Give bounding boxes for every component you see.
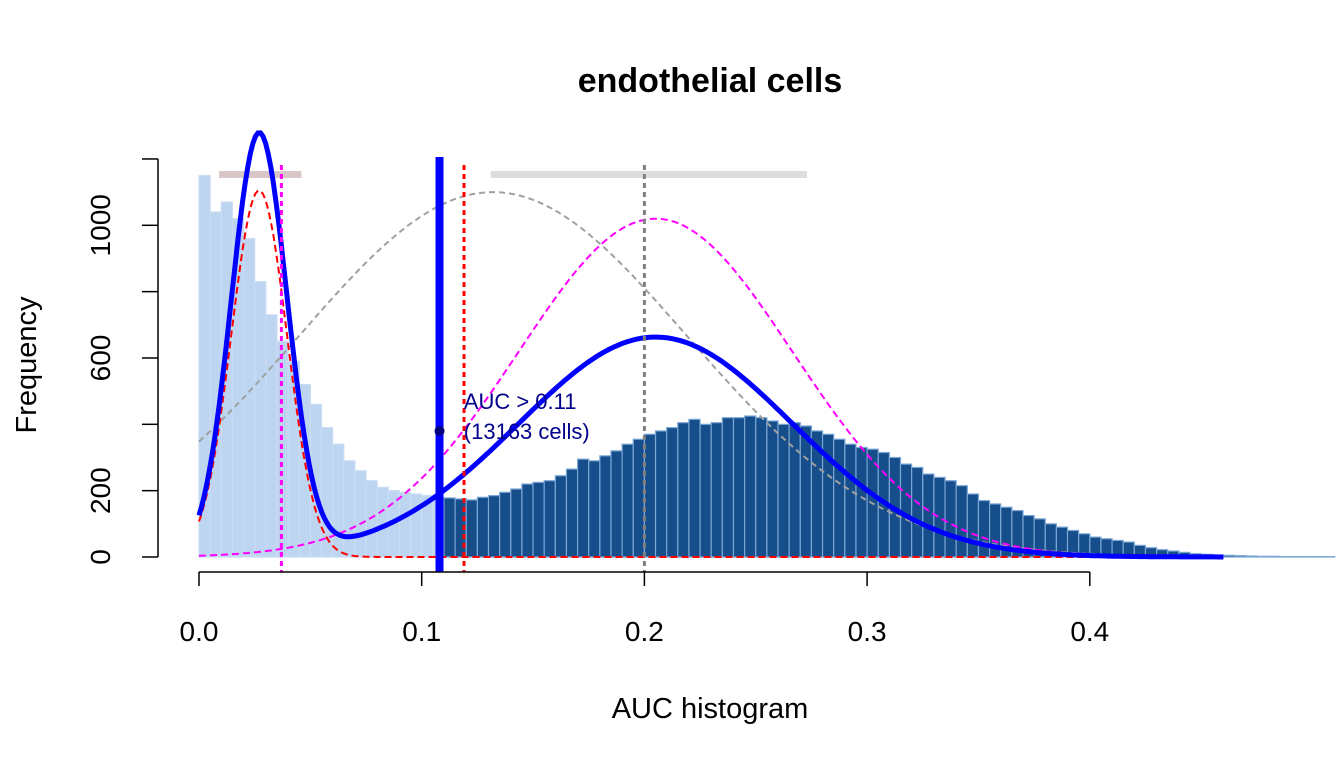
histogram-bar bbox=[755, 417, 768, 558]
chart-title: endothelial cells bbox=[578, 62, 843, 100]
histogram-bar bbox=[354, 470, 367, 558]
y-tick-label: 200 bbox=[85, 467, 116, 514]
annotation-line-1: AUC > 0.11 bbox=[464, 389, 577, 414]
histogram-bar bbox=[443, 497, 456, 558]
histogram-bar bbox=[643, 433, 657, 558]
histogram-bar bbox=[487, 495, 501, 558]
histogram-bar bbox=[732, 417, 746, 558]
histogram-bar bbox=[1233, 555, 1247, 558]
histogram-bar bbox=[610, 450, 623, 558]
histogram-bar bbox=[955, 485, 968, 558]
histogram-bar bbox=[766, 420, 779, 558]
histogram-bar bbox=[654, 430, 668, 558]
histogram-bar bbox=[398, 491, 412, 558]
histogram-bar bbox=[576, 458, 590, 558]
histogram-bar bbox=[922, 473, 935, 558]
histogram-bar bbox=[855, 446, 868, 558]
x-tick-label: 0.2 bbox=[625, 616, 664, 647]
histogram-bar bbox=[899, 463, 913, 558]
histogram-bar bbox=[565, 468, 579, 558]
histogram-bar bbox=[242, 237, 256, 558]
histogram-bar bbox=[911, 466, 924, 558]
x-tick-label: 0.1 bbox=[402, 616, 441, 647]
histogram-bar bbox=[332, 443, 345, 558]
histogram-bar bbox=[844, 443, 857, 558]
histogram-bar bbox=[265, 314, 278, 558]
histogram-bar bbox=[933, 476, 946, 558]
intersection-point bbox=[434, 425, 445, 436]
histogram-bar bbox=[944, 480, 957, 558]
histogram-bar bbox=[688, 418, 701, 558]
histogram-bar bbox=[599, 455, 612, 558]
histogram-bar bbox=[409, 493, 423, 558]
histogram-bar bbox=[621, 443, 634, 558]
histogram-bar bbox=[465, 499, 478, 558]
histogram-bar bbox=[510, 488, 523, 558]
histogram-bar bbox=[977, 500, 991, 558]
y-axis-label: Frequency bbox=[11, 296, 43, 434]
histogram-bar bbox=[710, 422, 723, 558]
plot-area: AUC > 0.11 (13163 cells) 0.0 0.1 0.2 0.3 0.4 0 2… bbox=[85, 130, 1336, 647]
histogram-bar bbox=[365, 480, 378, 558]
histogram-bar bbox=[777, 423, 790, 558]
mixture-density-curve bbox=[196, 130, 1224, 560]
y-tick-label: 600 bbox=[85, 335, 116, 382]
histogram-bar bbox=[532, 481, 545, 558]
histogram-bar bbox=[1245, 555, 1258, 558]
histogram-bar bbox=[588, 460, 601, 558]
histogram-bar bbox=[833, 438, 846, 558]
histogram-bar bbox=[343, 460, 356, 558]
y-tick-label: 1000 bbox=[85, 194, 116, 256]
x-axis-label: AUC histogram bbox=[612, 693, 809, 725]
histogram-bar bbox=[632, 438, 646, 558]
histogram-bar bbox=[744, 415, 757, 558]
histogram-bar bbox=[677, 422, 690, 558]
histogram-bar bbox=[799, 425, 813, 558]
x-tick-label: 0.4 bbox=[1070, 616, 1109, 647]
y-tick-label: 0 bbox=[85, 549, 116, 565]
histogram-bar bbox=[521, 483, 534, 558]
histogram-bar bbox=[499, 491, 512, 558]
x-tick-label: 0.0 bbox=[180, 616, 219, 647]
histogram-bar bbox=[699, 423, 712, 558]
histogram-bar bbox=[554, 475, 568, 558]
histogram-bar bbox=[1222, 554, 1236, 558]
histogram-bar bbox=[666, 427, 679, 558]
annotation-line-2: (13163 cells) bbox=[464, 419, 590, 444]
histogram-bar bbox=[966, 493, 980, 558]
histogram-bar bbox=[254, 281, 267, 558]
histogram-bar bbox=[376, 486, 389, 558]
histogram-bar bbox=[721, 417, 735, 558]
histogram-bar bbox=[476, 496, 490, 558]
histogram-bar bbox=[543, 480, 556, 558]
histogram-bar bbox=[1267, 555, 1280, 558]
histogram-bar bbox=[1256, 555, 1269, 558]
x-tick-label: 0.3 bbox=[848, 616, 887, 647]
histogram-bar bbox=[788, 422, 801, 558]
